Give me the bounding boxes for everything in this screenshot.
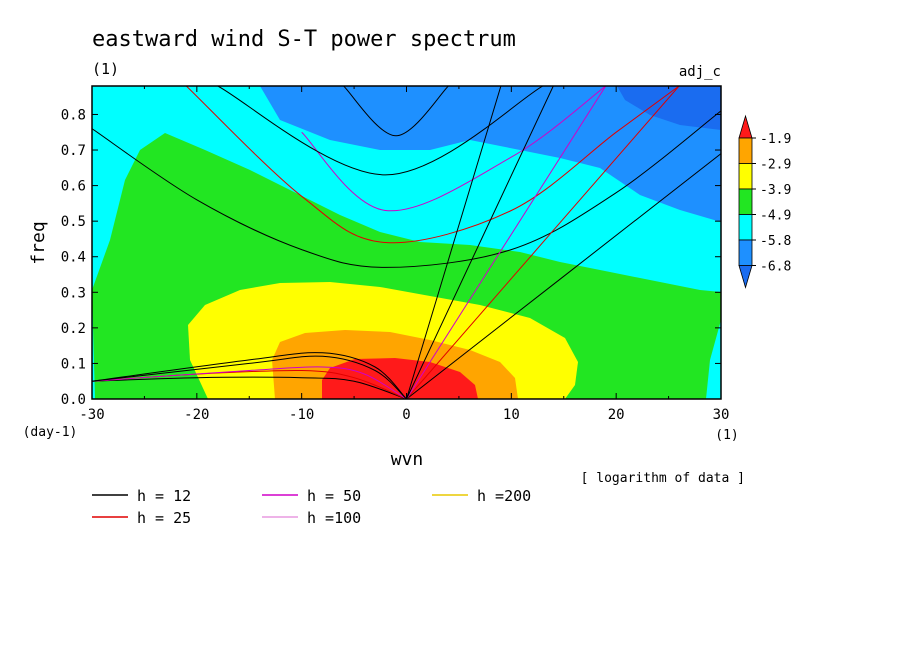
filled-contours <box>92 86 721 399</box>
axis-ticks: -30 -20 -10 0 10 20 30 0.0 0.1 0.2 0.3 0.4 0.5 0.6 0.7… <box>61 86 730 423</box>
dispersion-curve-11 <box>92 355 407 399</box>
dispersion-curve-14 <box>92 352 407 399</box>
colorbar-label: -2.9 <box>760 158 791 173</box>
colorbar-cell <box>738 163 753 190</box>
y-tick-label: 0.1 <box>61 356 86 372</box>
colorbar-label: -6.8 <box>760 260 791 275</box>
legend-label: h =200 <box>477 487 531 505</box>
y-unit: (day-1) <box>23 425 78 440</box>
x-tick-label: -20 <box>184 407 209 423</box>
colorbar-arrow-bottom <box>738 265 753 289</box>
dispersion-curve-8 <box>92 366 407 399</box>
fill-level-blue <box>260 86 721 222</box>
colorbar-label: -3.9 <box>760 183 791 198</box>
y-tick-label: 0.7 <box>61 143 86 159</box>
dispersion-curve-10 <box>406 86 554 399</box>
dispersion-curve-7 <box>406 86 607 399</box>
colorbar-label: -4.9 <box>760 209 791 224</box>
fill-level-dark-blue <box>617 86 721 130</box>
fill-level-red <box>322 358 478 399</box>
chart-title: eastward wind S-T power spectrum <box>92 27 516 52</box>
legend-label: h = 12 <box>137 487 191 505</box>
dispersion-curve-12 <box>343 86 449 137</box>
legend-label: h = 50 <box>307 487 361 505</box>
y-tick-label: 0.8 <box>61 107 86 123</box>
colorbar-cell <box>738 188 753 215</box>
x-tick-label: 20 <box>608 407 625 423</box>
colorbar: -1.9 -2.9 -3.9 -4.9 -5.8 -6.8 <box>738 114 791 289</box>
y-tick-label: 0.3 <box>61 285 86 301</box>
x-tick-label: 10 <box>503 407 520 423</box>
colorbar-cell <box>738 239 753 266</box>
x-tick-label: -10 <box>289 407 314 423</box>
data-note: [ logarithm of data ] <box>581 471 745 486</box>
run-label: adj_c <box>679 64 721 80</box>
x-tick-label: -30 <box>79 407 104 423</box>
dispersion-curve-9 <box>217 86 544 176</box>
y-axis-label: freq <box>28 221 49 264</box>
x-tick-label: 0 <box>402 407 410 423</box>
y-tick-label: 0.2 <box>61 321 86 337</box>
legend-label: h =100 <box>307 509 361 527</box>
dispersion-curve-6 <box>301 86 607 212</box>
colorbar-label: -5.8 <box>760 234 791 249</box>
colorbar-label: -1.9 <box>760 132 791 147</box>
dispersion-curve-4 <box>406 86 680 399</box>
y-tick-label: 0.4 <box>61 250 86 266</box>
dispersion-curve-1 <box>406 153 721 399</box>
colorbar-arrow-top <box>738 114 753 139</box>
x-axis-label: wvn <box>391 449 424 470</box>
y-tick-label: 0.6 <box>61 179 86 195</box>
dispersion-curve-13 <box>406 86 502 399</box>
dispersion-curve-3 <box>185 86 680 244</box>
dispersion-curve-2 <box>92 376 407 399</box>
legend: h = 12 h = 25 h = 50 h =100 h =200 <box>92 487 531 527</box>
y-tick-label: 0.5 <box>61 214 86 230</box>
legend-label: h = 25 <box>137 509 191 527</box>
y-tick-label: 0.0 <box>61 392 86 408</box>
dispersion-curve-0 <box>92 110 721 268</box>
colorbar-cell <box>738 137 753 164</box>
x-tick-label: 30 <box>713 407 730 423</box>
chart-subtitle: (1) <box>92 60 119 78</box>
colorbar-cell <box>738 214 753 241</box>
dispersion-curves <box>92 86 721 399</box>
x-unit: (1) <box>715 428 738 443</box>
